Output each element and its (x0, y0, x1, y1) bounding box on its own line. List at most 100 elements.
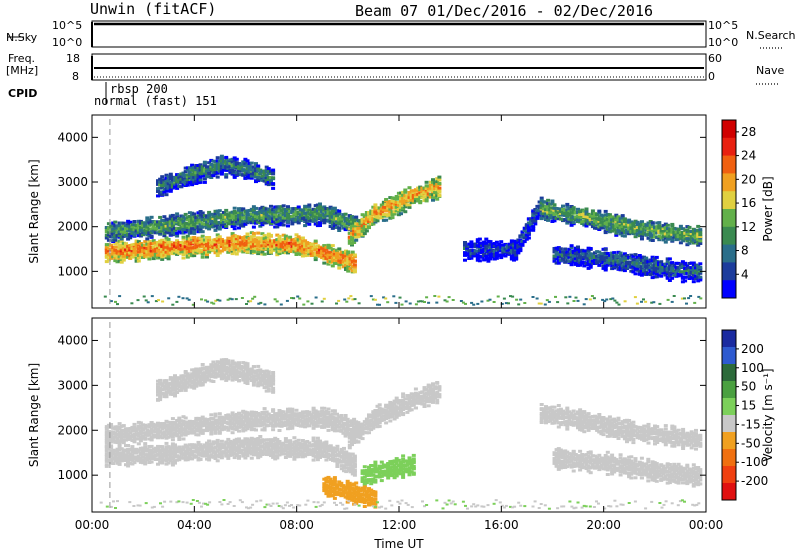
scatter-cell (183, 458, 188, 462)
scatter-cell (247, 240, 252, 244)
scatter-cell (590, 259, 595, 263)
scatter-cell (350, 242, 354, 245)
scatter-cell (642, 272, 646, 276)
scatter-cell (224, 208, 229, 212)
scatter-cell (335, 209, 339, 213)
scatter-cell (567, 219, 572, 223)
scatter-cell (264, 210, 269, 214)
scatter-cell (138, 253, 143, 257)
scatter-cell (678, 270, 683, 274)
scatter-cell (156, 190, 160, 193)
scatter-cell (650, 221, 655, 225)
scatter-cell (179, 231, 184, 235)
scatter-cell (245, 172, 250, 176)
scatter-cell (266, 250, 271, 253)
scatter-cell (256, 215, 261, 219)
scatter-cell (407, 205, 412, 209)
scatter-cell (416, 198, 421, 201)
scatter-cell (251, 440, 256, 444)
scatter-cell (162, 226, 167, 229)
scatter-cell (396, 204, 401, 207)
scatter-cell (143, 436, 148, 440)
scatter-cell (222, 241, 226, 245)
scatter-cell (529, 223, 533, 227)
scatter-cell (683, 261, 688, 265)
near-range-cell (161, 300, 165, 303)
scatter-cell (215, 236, 220, 240)
scatter-cell (211, 242, 216, 246)
scatter-cell (681, 235, 686, 239)
scatter-cell (595, 217, 600, 221)
scatter-cell (539, 201, 544, 205)
scatter-cell (138, 219, 143, 223)
scatter-cell (243, 450, 248, 454)
nave-label: Nave (756, 64, 785, 77)
scatter-cell (205, 236, 209, 239)
scatter-cell (567, 207, 572, 211)
scatter-cell (115, 224, 120, 228)
scatter-cell (663, 222, 668, 226)
scatter-cell (655, 228, 660, 231)
scatter-cell (305, 440, 310, 443)
scatter-cell (166, 231, 171, 235)
near-range-cell (576, 299, 580, 302)
scatter-cell (394, 195, 399, 198)
scatter-cell (318, 447, 322, 450)
scatter-cell (614, 218, 619, 222)
scatter-cell (222, 222, 226, 226)
scatter-cell (232, 214, 237, 218)
scatter-cell (254, 440, 258, 444)
scatter-cell (260, 438, 265, 442)
scatter-cell (260, 236, 265, 240)
scatter-cell (298, 219, 303, 222)
scatter-cell (251, 217, 256, 221)
scatter-cell (251, 242, 256, 246)
scatter-cell (183, 173, 188, 177)
scatter-cell (281, 443, 286, 447)
scatter-cell (121, 456, 126, 460)
near-range-cell (175, 300, 179, 303)
scatter-cell (411, 189, 416, 193)
scatter-cell (109, 439, 114, 442)
scatter-cell (300, 442, 305, 446)
scatter-cell (119, 243, 124, 247)
scatter-cell (269, 216, 273, 220)
scatter-cell (198, 443, 203, 447)
scatter-cell (175, 454, 180, 458)
scatter-cell (173, 452, 177, 456)
scatter-cell (158, 192, 163, 196)
near-range-cell (154, 300, 158, 303)
scatter-cell (659, 260, 664, 264)
scatter-cell (128, 458, 133, 462)
scatter-cell (696, 242, 701, 245)
scatter-cell (337, 211, 342, 215)
scatter-cell (569, 262, 574, 266)
scatter-cell (181, 215, 186, 219)
scatter-cell (625, 220, 629, 223)
scatter-cell (650, 264, 655, 268)
scatter-cell (115, 441, 120, 445)
near-range-cell (273, 298, 277, 301)
scatter-cell (620, 260, 625, 264)
y-tick-label: 1000 (57, 264, 88, 278)
near-range-cell (206, 300, 210, 303)
scatter-cell (335, 447, 340, 451)
scatter-cell (326, 209, 331, 213)
near-range-cell (672, 295, 676, 297)
scatter-cell (273, 215, 278, 219)
scatter-cell (111, 452, 116, 456)
scatter-cell (187, 227, 192, 231)
scatter-cell (181, 220, 186, 223)
scatter-cell (202, 160, 207, 164)
scatter-cell (288, 216, 293, 220)
scatter-cell (377, 209, 382, 213)
scatter-cell (283, 243, 288, 247)
scatter-cell (687, 266, 692, 270)
scatter-cell (243, 235, 248, 239)
scatter-cell (160, 181, 165, 184)
scatter-cell (339, 467, 344, 471)
scatter-cell (674, 267, 679, 271)
scatter-cell (143, 228, 148, 232)
scatter-cell (413, 188, 418, 192)
scatter-cell (211, 246, 216, 249)
